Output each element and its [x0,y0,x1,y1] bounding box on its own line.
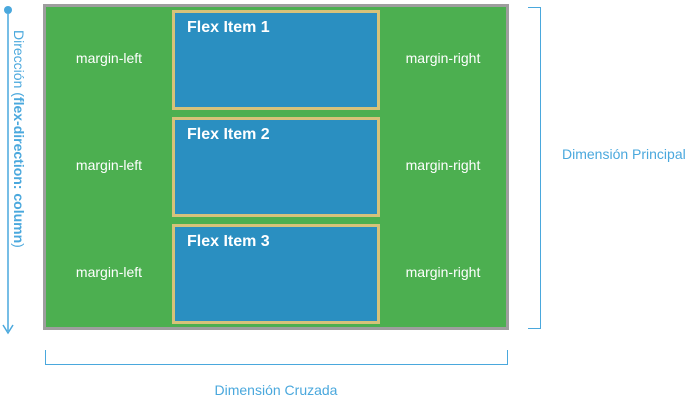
cross-dimension-label: Dimensión Cruzada [214,382,338,398]
margin-left-label: margin-left [75,50,143,66]
margin-right-label: margin-right [405,264,481,280]
flex-item-3: Flex Item 3 [172,224,380,324]
direction-arrow [2,6,14,335]
flex-item-label: Flex Item 2 [187,126,270,143]
flex-item-1: Flex Item 1 [172,10,380,110]
main-dimension-bracket [528,7,541,329]
main-dimension-label: Dimensión Principal [562,146,686,162]
direction-label: Dirección (flex-direction: column) [9,30,29,310]
flex-row-2: margin-left Flex Item 2 margin-right [46,114,506,220]
margin-right-label: margin-right [405,50,481,66]
direction-arrow-start-dot [4,6,12,14]
flex-row-1: margin-left Flex Item 1 margin-right [46,7,506,113]
margin-left-label: margin-left [75,157,143,173]
direction-label-suffix: ) [11,243,27,248]
flex-item-label: Flex Item 3 [187,233,270,250]
margin-left-label: margin-left [75,264,143,280]
direction-label-prefix: Dirección ( [11,30,27,97]
flex-row-3: margin-left Flex Item 3 margin-right [46,221,506,327]
margin-right-label: margin-right [405,157,481,173]
flex-container: margin-left Flex Item 1 margin-right mar… [43,4,509,330]
flex-item-2: Flex Item 2 [172,117,380,217]
direction-arrow-head [2,324,14,335]
direction-label-bold: flex-direction: column [11,96,27,244]
cross-dimension-bracket [45,350,508,365]
flex-item-label: Flex Item 1 [187,19,270,36]
